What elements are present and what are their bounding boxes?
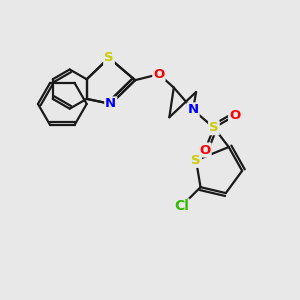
Text: S: S [104, 51, 114, 64]
Text: S: S [209, 121, 219, 134]
Text: O: O [229, 109, 240, 122]
Text: N: N [188, 103, 199, 116]
Text: N: N [105, 98, 116, 110]
Text: O: O [153, 68, 164, 81]
Text: S: S [191, 154, 201, 167]
Text: O: O [200, 143, 211, 157]
Text: Cl: Cl [174, 200, 189, 214]
